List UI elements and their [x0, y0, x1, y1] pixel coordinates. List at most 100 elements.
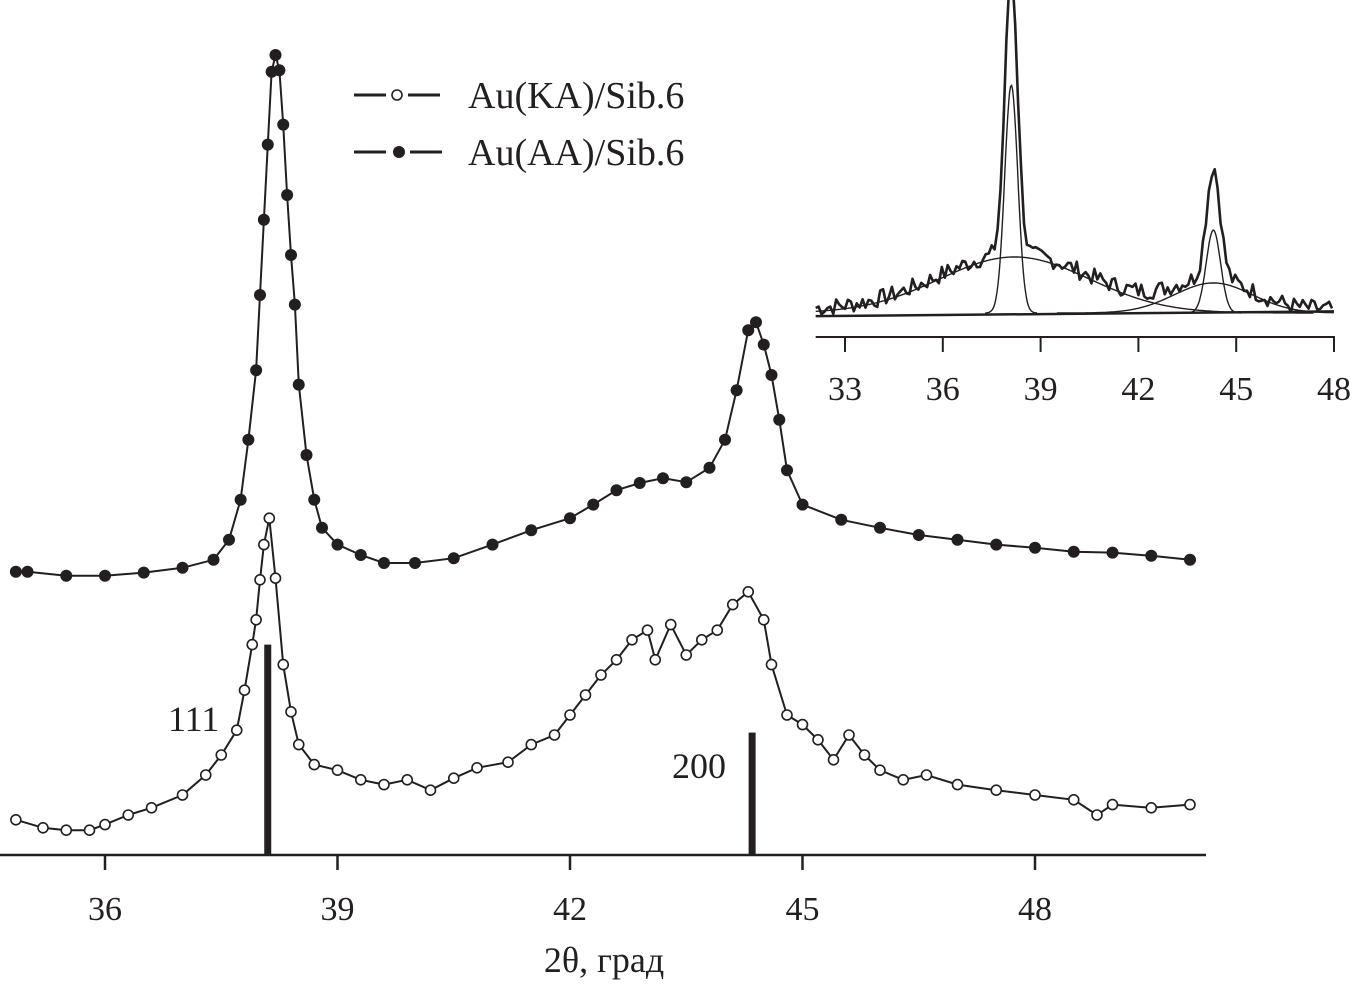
data-point-open: [250, 613, 262, 626]
data-point-filled: [633, 477, 646, 489]
inset-plot: 33 36 39 42 45 48: [815, 0, 1351, 408]
data-point-filled: [288, 298, 301, 311]
data-point-filled: [176, 561, 189, 574]
data-point-filled: [447, 552, 460, 565]
data-point-open: [331, 764, 344, 777]
data-point-open: [277, 658, 290, 671]
data-point-open: [812, 733, 824, 746]
data-point-open: [258, 538, 270, 551]
legend-entry-ka: Au(KA)/Sib.6: [354, 75, 684, 117]
data-point-filled: [261, 138, 274, 151]
data-point-open: [145, 801, 158, 814]
data-point-filled: [9, 565, 22, 578]
data-point-open: [37, 821, 49, 834]
data-point-filled: [257, 213, 270, 226]
data-point-open: [765, 658, 778, 671]
data-point-open: [447, 772, 460, 785]
data-point-filled: [223, 533, 235, 546]
data-point-filled: [564, 512, 576, 525]
data-point-filled: [281, 189, 294, 201]
data-point-open: [401, 773, 414, 786]
data-point-filled: [254, 289, 266, 301]
data-point-filled: [587, 498, 600, 511]
data-point-open: [726, 598, 739, 611]
data-point-filled: [657, 472, 669, 485]
legend-entry-aa: Au(AA)/Sib.6: [354, 132, 684, 174]
data-point-filled: [1184, 553, 1196, 566]
data-point-filled: [308, 493, 321, 506]
data-point-filled: [757, 338, 770, 351]
data-point-open: [1067, 793, 1080, 806]
data-point-open: [238, 684, 251, 697]
data-point-open: [641, 624, 654, 637]
inset-component-sharp-111: [985, 84, 1038, 314]
x-tick-label: 39: [321, 891, 355, 928]
data-point-open: [99, 818, 111, 831]
data-point-open: [176, 789, 189, 801]
data-point-filled: [835, 513, 848, 526]
data-point-open: [843, 729, 855, 741]
inset-x-tick-label: 42: [1121, 371, 1155, 408]
data-point-filled: [137, 566, 150, 579]
filled-circle-icon: [393, 146, 405, 158]
data-point-open: [897, 773, 910, 786]
inset-x-tick-label: 36: [926, 371, 960, 408]
data-point-filled: [21, 565, 34, 578]
data-point-filled: [1029, 541, 1041, 554]
data-point-open: [626, 633, 638, 646]
data-point-open: [951, 778, 964, 791]
data-point-filled: [719, 433, 731, 446]
inset-experimental-curve: [815, 0, 1334, 316]
data-point-open: [742, 585, 755, 598]
data-point-open: [378, 778, 390, 791]
data-point-open: [1184, 798, 1196, 811]
data-point-open: [610, 653, 623, 666]
data-point-open: [263, 512, 276, 525]
data-point-open: [502, 756, 514, 769]
data-point-filled: [250, 364, 263, 377]
data-point-open: [1106, 798, 1119, 811]
data-point-open: [664, 618, 677, 631]
data-point-filled: [99, 569, 111, 582]
data-point-open: [781, 709, 793, 721]
data-point-open: [796, 718, 809, 731]
data-point-open: [1091, 809, 1103, 821]
data-point-filled: [750, 316, 762, 329]
data-point-filled: [331, 538, 344, 551]
data-point-filled: [409, 557, 421, 569]
data-point-open: [285, 705, 297, 718]
data-point-filled: [1145, 549, 1158, 562]
x-axis-title: 2θ, град: [544, 940, 664, 980]
data-point-open: [695, 633, 708, 646]
data-point-open: [680, 649, 693, 661]
data-point-open: [83, 824, 96, 837]
inset-x-tick-label: 48: [1317, 371, 1351, 408]
data-point-open: [990, 784, 1003, 797]
data-point-filled: [1106, 546, 1119, 559]
data-point-filled: [292, 378, 305, 391]
reference-bar-111: [264, 644, 272, 855]
main-plot: 36 39 42 45 48: [0, 49, 1206, 928]
data-point-open: [269, 572, 282, 585]
reflection-label-111: 111: [168, 699, 219, 739]
data-point-filled: [781, 464, 793, 477]
data-point-filled: [300, 449, 313, 461]
legend-label-ka: Au(KA)/Sib.6: [468, 75, 684, 117]
data-point-open: [471, 761, 483, 774]
legend: Au(KA)/Sib.6 Au(AA)/Sib.6: [354, 75, 684, 174]
legend-label-aa: Au(AA)/Sib.6: [468, 132, 684, 174]
data-point-filled: [486, 538, 499, 551]
data-point-open: [548, 729, 561, 741]
data-point-filled: [730, 384, 743, 397]
data-point-filled: [703, 461, 716, 474]
data-point-open: [1145, 801, 1158, 814]
data-point-filled: [378, 557, 390, 569]
reflection-label-200: 200: [672, 746, 726, 786]
data-point-open: [827, 753, 840, 766]
data-point-open: [122, 809, 135, 821]
data-point-open: [595, 669, 607, 681]
inset-x-tick-label: 39: [1024, 371, 1058, 408]
data-point-open: [711, 624, 724, 637]
data-point-open: [308, 758, 321, 771]
